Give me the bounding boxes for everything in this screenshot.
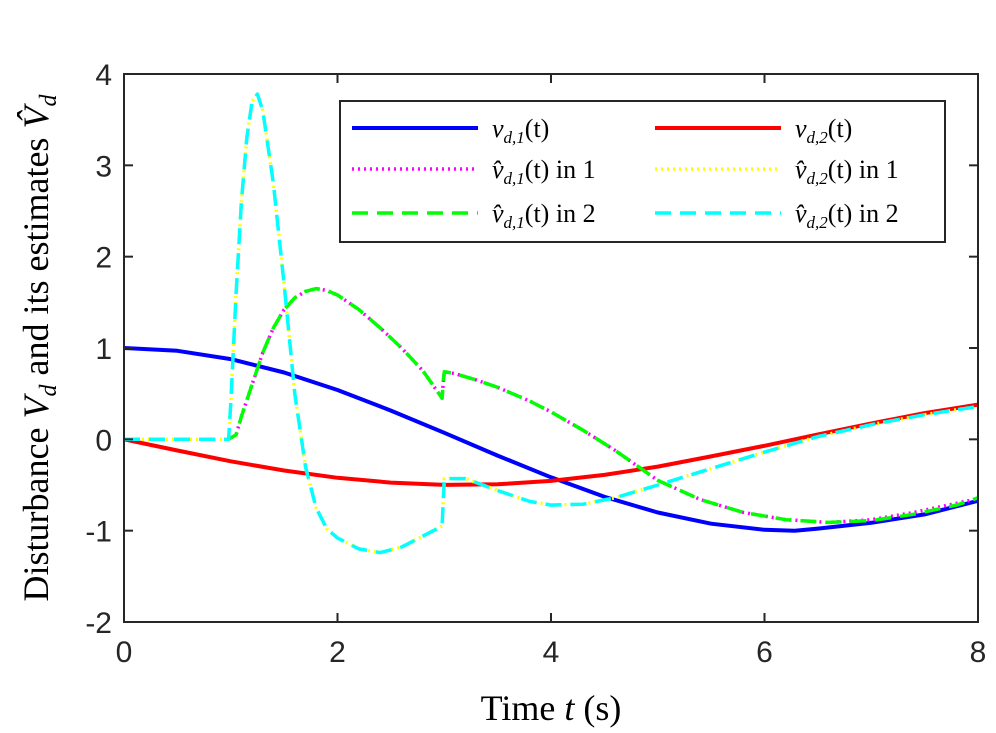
y-tick-label: -1 <box>85 516 112 549</box>
legend-label-1: vd,1(t) <box>492 114 549 147</box>
series-line-5 <box>124 286 979 525</box>
legend-label-2: vd,2(t) <box>795 114 852 147</box>
x-tick-label: 0 <box>116 636 133 669</box>
legend-label-5: v̂d,1(t) in 2 <box>492 199 596 232</box>
y-axis-title: Disturbance Vd and its estimates V̂d <box>16 94 62 602</box>
axis-ticks-group: 0 2 4 6 8 -2 -1 0 1 2 3 4 <box>85 59 986 669</box>
y-tick-label: 2 <box>95 242 112 275</box>
series-line-1 <box>123 346 979 533</box>
legend-label-6: v̂d,2(t) in 2 <box>795 199 899 232</box>
x-axis-title: Time t (s) <box>481 688 622 728</box>
y-tick-label: 3 <box>95 150 112 183</box>
series-line-4 <box>124 92 979 555</box>
x-tick-label: 8 <box>970 636 987 669</box>
y-tick-label: 1 <box>95 333 112 366</box>
y-tick-label: 4 <box>95 59 112 92</box>
legend: vd,1(t) vd,2(t) v̂d,1(t) in 1 v̂d,2(t) in 1… <box>339 100 946 243</box>
y-tick-label: 0 <box>95 424 112 457</box>
x-tick-label: 2 <box>329 636 346 669</box>
x-tick-label: 6 <box>756 636 773 669</box>
y-tick-label: -2 <box>85 607 112 640</box>
legend-label-4: v̂d,2(t) in 1 <box>795 155 899 188</box>
legend-label-3: v̂d,1(t) in 1 <box>492 155 596 188</box>
series-line-2 <box>123 402 979 487</box>
x-tick-label: 4 <box>543 636 560 669</box>
plot-series-group <box>123 92 979 555</box>
legend-box <box>339 100 946 243</box>
